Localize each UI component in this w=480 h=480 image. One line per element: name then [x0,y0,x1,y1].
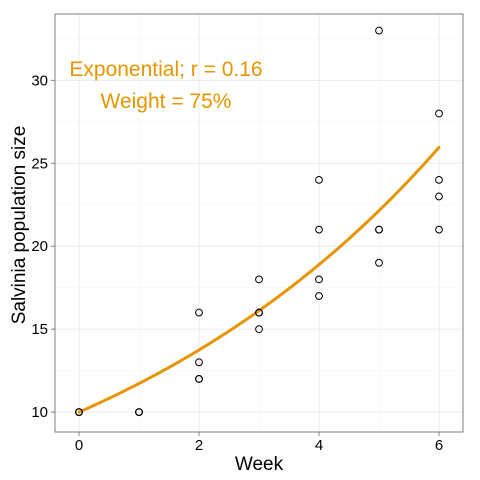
points-layer [75,26,443,416]
data-point [195,375,203,383]
data-point [435,109,443,118]
panel-border [54,13,464,433]
y-tick-label: 10 [31,404,48,421]
data-point [435,225,443,234]
x-axis-title: Week [235,454,284,475]
data-point [435,192,443,201]
data-point [195,308,203,317]
data-point [135,408,143,416]
x-tick-label: 6 [435,437,443,454]
grid-minor [55,14,463,432]
y-axis-title: Salvinia population size [9,126,30,325]
y-tick-label: 25 [31,155,48,172]
data-point [435,175,443,184]
y-tick-label: 20 [31,238,48,255]
data-point [315,292,323,300]
grid-major [55,14,463,432]
x-tick-label: 2 [195,437,203,454]
data-point [375,26,383,35]
data-point [195,358,203,367]
y-tick-label: 30 [31,72,48,89]
x-tick-label: 4 [315,437,323,454]
data-point [375,225,383,234]
ticks-layer: 0 2 4 6 10 15 20 25 30 [31,72,443,454]
data-point [255,308,263,317]
data-point [255,325,263,334]
annotation-model-label: Exponential; r = 0.16 [69,58,262,81]
data-point [255,275,263,284]
fit-curve [77,145,441,414]
x-tick-label: 0 [75,437,83,454]
fit-layer [77,145,441,414]
data-point [315,275,323,284]
data-point [315,225,323,234]
data-point [75,408,83,416]
annotation-weight-label: Weight = 75% [101,90,232,113]
y-tick-label: 15 [31,321,48,338]
data-point [315,175,323,184]
data-point [375,258,383,267]
